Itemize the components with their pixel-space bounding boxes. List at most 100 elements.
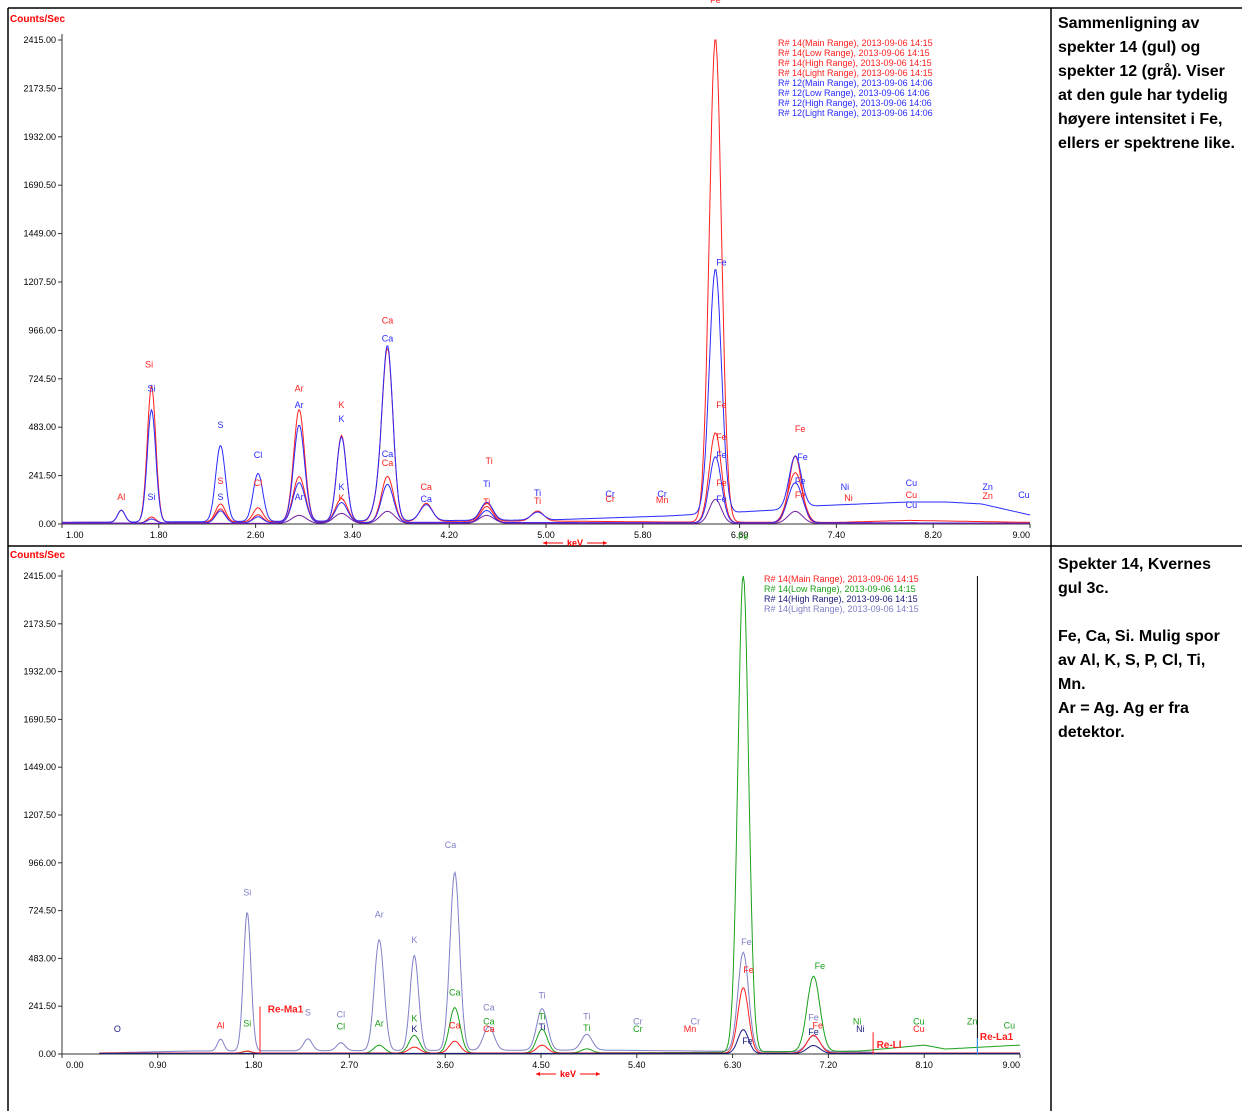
y-tick-label: 1690.50 — [23, 714, 56, 724]
x-tick-label: 6.30 — [724, 1060, 742, 1070]
peak-label: Cr — [691, 1016, 701, 1026]
peak-label: O — [114, 1024, 121, 1034]
series-line-0 — [99, 870, 877, 1055]
peak-label: Cl — [254, 478, 263, 488]
y-tick-label: 966.00 — [28, 858, 56, 868]
series-line-3 — [99, 1029, 1020, 1054]
peak-label: Fe — [716, 450, 727, 460]
peak-label: Si — [148, 384, 156, 394]
x-tick-label: 2.70 — [341, 1060, 359, 1070]
peak-label: K — [411, 1013, 417, 1023]
x-axis-arrowhead-right — [596, 1072, 600, 1076]
x-tick-label: 5.00 — [537, 530, 555, 540]
peak-label: Fe — [812, 1020, 823, 1030]
peak-label: Zn — [982, 491, 993, 501]
peak-label: Fe — [808, 1012, 819, 1022]
peak-label: Ca — [449, 1020, 461, 1030]
peak-label: Fe — [710, 0, 721, 5]
legend-entry: R# 14(High Range), 2013-09-06 14:15 — [778, 58, 932, 68]
x-tick-label: 5.80 — [634, 530, 652, 540]
peak-label: Fe — [795, 424, 806, 434]
y-tick-label: 966.00 — [28, 325, 56, 335]
peak-label: Fe — [738, 531, 749, 541]
peak-label: Ti — [538, 991, 545, 1001]
series-line-1 — [62, 269, 1031, 523]
peak-label: Fe — [815, 961, 826, 971]
spectrum-chart-comparison: Counts/Sec 0.00 241.50 483.00 724.50 966.00 12… — [10, 0, 1031, 548]
peak-label: Fe — [716, 257, 727, 267]
y-tick-label: 1207.50 — [23, 277, 56, 287]
peak-label: S — [218, 476, 224, 486]
peak-label: Zn — [967, 1016, 978, 1026]
peak-label: Ni — [841, 482, 850, 492]
peak-label: S — [305, 1007, 311, 1017]
y-tick-label: 1449.00 — [23, 229, 56, 239]
peak-label: Fe — [797, 452, 808, 462]
peak-label: Cu — [1018, 490, 1030, 500]
peak-label: Cl — [337, 1021, 346, 1031]
x-axis-arrowhead-left — [543, 541, 547, 545]
x-tick-label: 5.40 — [628, 1060, 646, 1070]
peak-label: Ar — [375, 1018, 384, 1028]
peak-label: Cu — [906, 500, 918, 510]
peak-label: Ti — [538, 1022, 545, 1032]
peak-label: Cr — [633, 1016, 643, 1026]
legend-entry: R# 14(Main Range), 2013-09-06 14:15 — [764, 574, 919, 584]
y-axis-title: Counts/Sec — [10, 550, 65, 561]
peak-label: Ca — [382, 334, 394, 344]
series-line-1 — [104, 575, 1020, 1054]
peak-label: Ar — [295, 400, 304, 410]
peak-label: Fe — [795, 476, 806, 486]
spectrum-chart-sample14: Counts/Sec 0.00 241.50 483.00 724.50 966.00 12… — [10, 531, 1021, 1079]
legend-entry: R# 14(High Range), 2013-09-06 14:15 — [764, 594, 918, 604]
peak-label: Cr — [605, 489, 615, 499]
series-line-3 — [62, 456, 1030, 524]
peak-label: Ni — [856, 1024, 865, 1034]
x-tick-label: 8.20 — [924, 530, 942, 540]
peak-label: Ti — [483, 479, 490, 489]
legend-entry: R# 14(Low Range), 2013-09-06 14:15 — [778, 48, 930, 58]
peak-label: Ca — [382, 449, 394, 459]
peak-label: S — [218, 492, 224, 502]
legend-entry: R# 12(Light Range), 2013-09-06 14:06 — [778, 108, 933, 118]
x-tick-label: 3.60 — [436, 1060, 454, 1070]
y-tick-label: 241.50 — [28, 1001, 56, 1011]
y-tick-label: 1207.50 — [23, 810, 56, 820]
legend-entry: R# 14(Light Range), 2013-09-06 14:15 — [778, 68, 933, 78]
peak-label: Mn — [684, 1024, 697, 1034]
peak-label: Si — [148, 492, 156, 502]
peak-label: Re-Ma1 — [268, 1004, 304, 1015]
peak-label: Ca — [382, 316, 394, 326]
peak-label: Ni — [853, 1016, 862, 1026]
peak-label: Si — [145, 360, 153, 370]
peak-label: Ca — [445, 840, 457, 850]
peak-label: Si — [243, 888, 251, 898]
peak-label: K — [411, 935, 417, 945]
peak-label: Ti — [534, 496, 541, 506]
y-tick-label: 724.50 — [28, 374, 56, 384]
peak-label: Cr — [657, 489, 667, 499]
y-tick-label: 0.00 — [38, 519, 56, 529]
peak-label: K — [339, 482, 345, 492]
peak-label: Ca — [483, 1002, 495, 1012]
peak-label: Fe — [795, 490, 806, 500]
y-tick-label: 483.00 — [28, 953, 56, 963]
peak-label: Ti — [483, 497, 490, 507]
peak-label: Ca — [382, 458, 394, 468]
x-tick-label: 2.60 — [247, 530, 265, 540]
x-axis-arrowhead-right — [603, 541, 607, 545]
legend-entry: R# 14(Light Range), 2013-09-06 14:15 — [764, 604, 919, 614]
peak-label: Ti — [538, 1011, 545, 1021]
peak-label: Fe — [741, 937, 752, 947]
peak-label: Cu — [913, 1016, 925, 1026]
peak-label: Ar — [295, 492, 304, 502]
peak-label: K — [339, 400, 345, 410]
peak-label: Cu — [1004, 1020, 1016, 1030]
peak-label: S — [218, 420, 224, 430]
y-tick-label: 241.50 — [28, 471, 56, 481]
peak-label: K — [339, 493, 345, 503]
y-tick-label: 0.00 — [38, 1049, 56, 1059]
peak-label: Ca — [483, 1024, 495, 1034]
y-tick-label: 1932.00 — [23, 132, 56, 142]
peak-label: Re-Ll — [877, 1040, 902, 1051]
